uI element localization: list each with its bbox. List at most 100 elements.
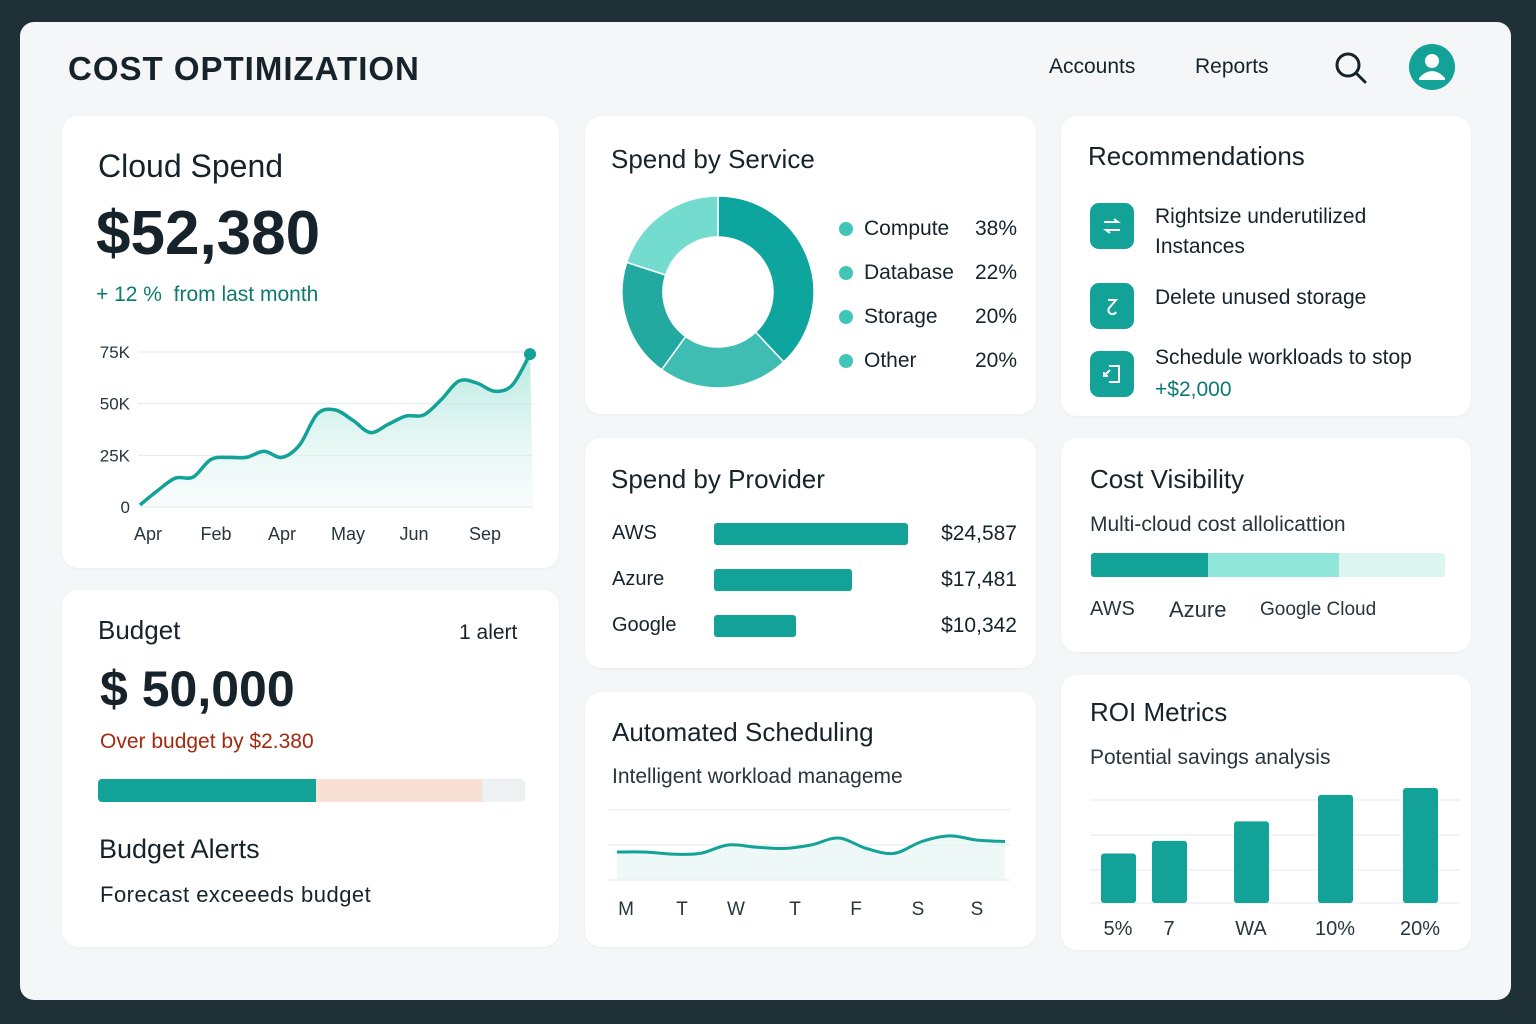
service-donut-chart [621, 195, 815, 389]
schedule-line [616, 834, 1006, 856]
recommendation-text: Instances [1155, 235, 1245, 258]
area-fill [140, 354, 533, 507]
exit-arrow-icon[interactable] [1090, 351, 1134, 397]
x-tick-label: Apr [268, 524, 296, 544]
recommendation-text: Delete unused storage [1155, 286, 1367, 309]
cloud-spend-chart: 0 25K 50K 75K Apr Feb Apr May Jun Sep [100, 343, 536, 544]
x-tick-label: T [676, 899, 688, 920]
allocation-segment [1338, 553, 1445, 577]
scheduling-subtitle: Intelligent workload manageme [612, 765, 903, 788]
x-tick-label: 7 [1163, 918, 1174, 940]
legend-dot [839, 266, 853, 280]
provider-bar [714, 615, 796, 637]
arrows-swap-icon[interactable] [1090, 203, 1134, 249]
last-point-marker [524, 348, 536, 361]
legend-google-cloud: Google Cloud [1260, 599, 1377, 620]
x-tick-label: Jun [399, 524, 428, 544]
cloud-spend-title: Cloud Spend [98, 148, 284, 184]
provider-bar [714, 523, 908, 545]
budget-forecast-fill [315, 779, 483, 802]
x-tick-label: 10% [1315, 918, 1355, 940]
legend-percent: 20% [975, 349, 1018, 372]
x-tick-label: 20% [1400, 918, 1440, 940]
recommendation-text: Schedule workloads to stop [1155, 346, 1412, 369]
spend-line [138, 353, 532, 507]
x-tick-label: 5% [1104, 918, 1133, 940]
x-tick-label: May [331, 524, 365, 544]
roi-card [1061, 675, 1471, 950]
roi-subtitle: Potential savings analysis [1090, 746, 1331, 769]
provider-amount: $10,342 [941, 614, 1017, 637]
y-tick-label: 75K [100, 343, 131, 362]
recommendations-title: Recommendations [1088, 141, 1305, 171]
provider-amount: $24,587 [941, 522, 1017, 545]
y-tick-label: 50K [100, 395, 131, 414]
user-avatar-icon[interactable] [1409, 44, 1455, 90]
recommendation-item[interactable]: Delete unused storage [1155, 283, 1366, 313]
roi-bar [1318, 794, 1353, 903]
x-tick-label: F [850, 899, 862, 920]
cost-visibility-subtitle: Multi-cloud cost allolicattion [1090, 513, 1346, 536]
roi-title: ROI Metrics [1090, 697, 1228, 727]
page-title: COST OPTIMIZATION [68, 50, 420, 87]
x-tick-label: Apr [134, 524, 162, 544]
scheduling-card [585, 692, 1036, 947]
x-tick-label: S [971, 899, 984, 920]
legend-dot [839, 354, 853, 368]
legend-dot [839, 310, 853, 324]
spend-by-provider-card [585, 438, 1036, 668]
provider-bar [714, 569, 852, 591]
cloud-spend-amount: $52,380 [96, 199, 321, 268]
spend-by-service-title: Spend by Service [611, 144, 815, 174]
recommendation-text: Rightsize underutilized [1155, 205, 1367, 228]
legend-label: Compute [864, 217, 950, 240]
search-icon[interactable] [1333, 50, 1369, 86]
nav-accounts[interactable]: Accounts [1049, 55, 1136, 78]
cost-visibility-card [1061, 438, 1471, 652]
allocation-segment [1207, 553, 1339, 577]
roi-bar [1403, 788, 1438, 903]
legend-dot [839, 222, 853, 236]
legend-azure: Azure [1169, 597, 1227, 622]
legend-percent: 20% [975, 305, 1018, 328]
nav-reports[interactable]: Reports [1195, 55, 1269, 78]
legend-percent: 38% [975, 217, 1018, 240]
spend-by-provider-title: Spend by Provider [611, 464, 825, 494]
legend-label: Storage [864, 305, 938, 328]
provider-amount: $17,481 [941, 568, 1017, 591]
x-tick-label: WA [1235, 918, 1267, 940]
x-tick-label: S [912, 899, 925, 920]
recommendation-item[interactable]: Rightsize underutilized Instances [1155, 202, 1366, 262]
redirect-arrow-icon[interactable] [1090, 283, 1134, 329]
roi-bar [1234, 821, 1269, 903]
legend-percent: 22% [975, 261, 1018, 284]
legend-label: Other [864, 349, 917, 372]
provider-label: Azure [612, 568, 665, 590]
x-tick-label: M [618, 899, 634, 920]
provider-label: Google [612, 614, 677, 636]
over-budget-text: Over budget by $2.380 [100, 730, 314, 753]
y-tick-label: 25K [100, 446, 131, 465]
x-tick-label: W [727, 899, 745, 920]
roi-bar [1152, 840, 1187, 903]
roi-bar [1101, 853, 1136, 903]
cost-allocation-bar [1091, 553, 1445, 577]
recommendation-savings: +$2,000 [1155, 378, 1232, 401]
budget-progress-bar [98, 779, 525, 802]
budget-amount: $ 50,000 [100, 661, 295, 717]
scheduling-title: Automated Scheduling [612, 717, 874, 747]
area-fill [617, 835, 1005, 880]
cloud-spend-change: + 12 % from last month [96, 283, 319, 306]
allocation-segment [1091, 553, 1208, 577]
x-tick-label: Feb [200, 524, 231, 544]
budget-alerts-title: Budget Alerts [99, 834, 260, 864]
recommendation-item[interactable]: Schedule workloads to stop +$2,000 [1155, 342, 1412, 406]
roi-bar-chart: 5% 7 WA 10% 20% [1090, 788, 1460, 940]
budget-alert-badge[interactable]: 1 alert [459, 621, 518, 644]
legend-label: Database [864, 261, 954, 284]
donut-slice-compute [717, 195, 815, 364]
budget-used-fill [98, 779, 316, 802]
x-tick-label: T [789, 899, 801, 920]
x-tick-label: Sep [469, 524, 501, 544]
